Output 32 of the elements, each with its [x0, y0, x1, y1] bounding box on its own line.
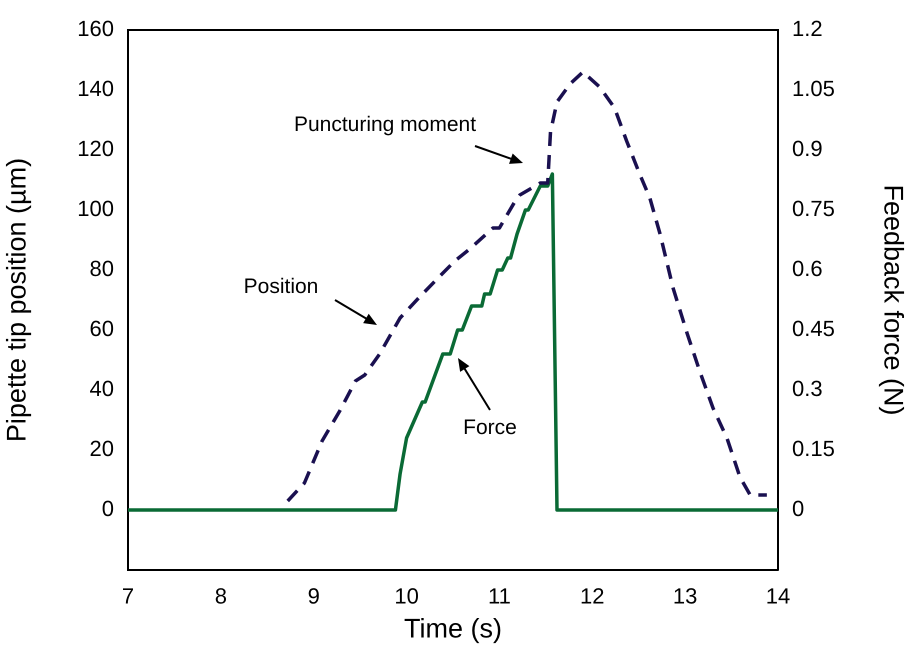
y-tick-label: 60 — [90, 316, 114, 342]
y-tick-label: 0 — [102, 496, 114, 522]
y2-tick-label: 0.15 — [792, 436, 835, 462]
y2-tick-label: 1.2 — [792, 16, 823, 42]
y-tick-label: 100 — [77, 196, 114, 222]
y2-tick-label: 0 — [792, 496, 804, 522]
y-tick-label: 40 — [90, 376, 114, 402]
annotation: Position — [244, 274, 318, 298]
x-axis-title: Time (s) — [404, 613, 502, 644]
y-axis-title: Pipette tip position (µm) — [2, 158, 32, 442]
y2-tick-label: 0.3 — [792, 376, 823, 402]
x-tick-label: 7 — [122, 583, 134, 608]
y2-tick-label: 1.05 — [792, 76, 835, 102]
y2-tick-label: 0.75 — [792, 196, 835, 222]
x-tick-label: 11 — [488, 583, 511, 608]
y2-axis-title: Feedback force (N) — [878, 184, 908, 416]
x-tick-label: 10 — [394, 583, 419, 608]
y2-tick-label: 0.45 — [792, 316, 835, 342]
y2-tick-label: 0.6 — [792, 256, 823, 282]
y-tick-label: 120 — [77, 136, 114, 162]
annotation: Force — [463, 416, 517, 439]
y-tick-label: 80 — [90, 256, 114, 282]
x-tick-label: 8 — [214, 583, 227, 608]
y2-tick-label: 0.9 — [792, 136, 823, 162]
y-tick-label: 160 — [77, 16, 114, 42]
x-tick-label: 13 — [672, 583, 698, 608]
annotation: Puncturing moment — [294, 112, 476, 136]
x-tick-label: 14 — [766, 583, 790, 608]
y-tick-label: 20 — [90, 436, 114, 462]
x-tick-label: 12 — [580, 583, 605, 608]
x-tick-label: 9 — [308, 583, 320, 608]
y-tick-label: 140 — [77, 76, 114, 102]
